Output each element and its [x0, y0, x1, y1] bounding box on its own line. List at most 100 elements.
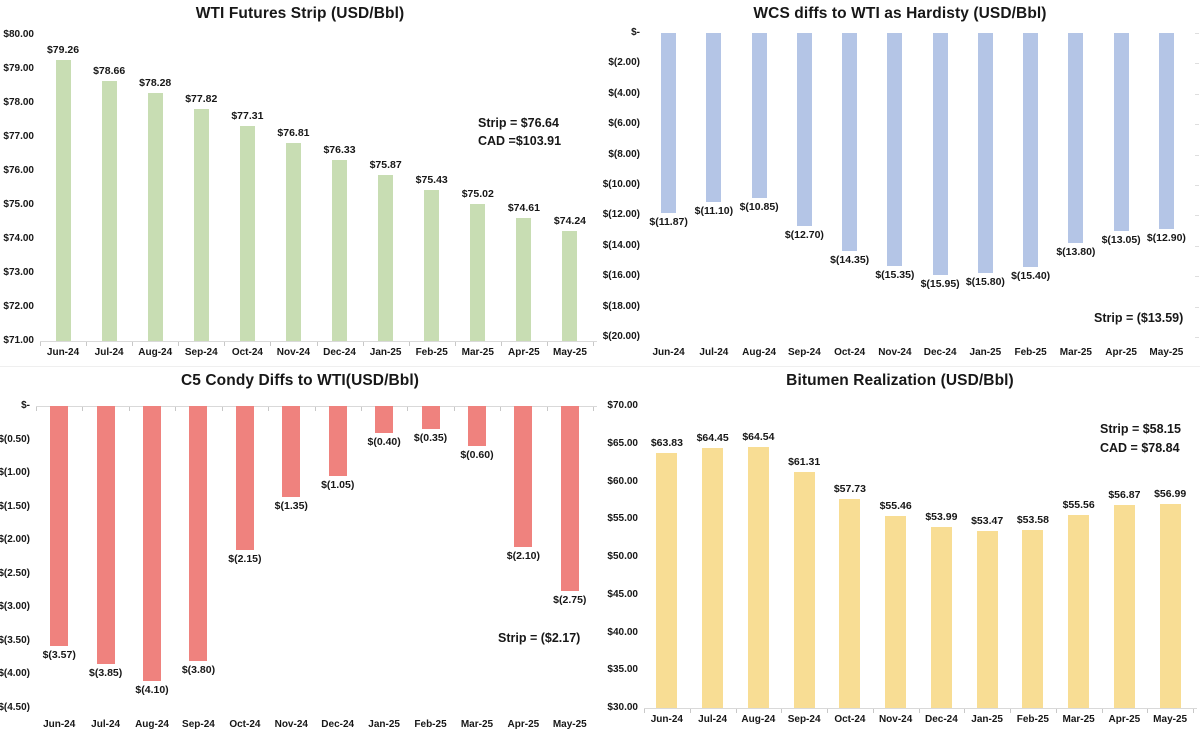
data-bar [1159, 504, 1181, 708]
data-bar [887, 33, 903, 267]
x-axis-tick-label: Jun-24 [43, 719, 76, 730]
y-axis-tick-label: $(6.00) [608, 118, 640, 130]
x-axis-tick-label: Dec-24 [924, 714, 958, 725]
y-axis-tick-label: $(4.50) [0, 702, 30, 713]
x-axis-tick-label: Apr-25 [507, 719, 540, 730]
axis-tick-mark [827, 709, 828, 713]
y-axis-tick-label: $(3.50) [0, 634, 30, 646]
x-axis-tick-label: Sep-24 [182, 719, 215, 730]
bar-value-label: $(13.05) [1101, 234, 1141, 247]
right-axis-tick-mark [1195, 306, 1199, 308]
axis-tick-mark [270, 342, 272, 346]
data-bar [143, 406, 162, 682]
x-axis-tick-label: Aug-24 [742, 347, 777, 358]
y-axis-tick-label: $(1.50) [0, 500, 30, 512]
bar-value-label: $(0.35) [413, 432, 448, 445]
x-axis-tick-label: Nov-24 [276, 347, 311, 358]
x-axis-tick-label: May-25 [553, 347, 587, 358]
x-axis-tick-label: Nov-24 [878, 347, 912, 358]
bar-value-label: $(4.10) [135, 684, 169, 697]
data-bar [328, 406, 347, 477]
x-axis-tick-label: Jul-24 [698, 714, 728, 725]
y-axis-tick-label: $(16.00) [602, 270, 640, 282]
axis-tick-mark [546, 407, 548, 411]
x-axis-tick-label: Apr-25 [508, 347, 540, 358]
bar-value-label: $57.73 [833, 482, 866, 495]
chart-bitumen-realization: Bitumen Realization (USD/Bbl) $70.00 $65.… [600, 366, 1200, 732]
axis-tick-mark [132, 342, 134, 346]
x-axis-tick-label: Dec-24 [321, 719, 355, 730]
y-axis-tick-label: $(3.00) [0, 601, 30, 613]
x-axis-tick-label: Jul-24 [94, 347, 124, 358]
bar-value-label: $74.61 [507, 202, 540, 215]
data-bar [189, 406, 208, 662]
chart-annotation: Strip = $58.15 CAD = $78.84 [1100, 420, 1181, 458]
y-axis-tick-label: $79.00 [3, 63, 34, 74]
bar-value-label: $75.43 [415, 174, 448, 187]
bar-value-label: $(3.85) [88, 667, 123, 680]
axis-tick-mark [86, 342, 88, 346]
y-axis-tick-label: $80.00 [3, 29, 34, 40]
axis-tick-mark [1193, 709, 1194, 713]
bar-value-label: $(1.05) [321, 479, 355, 492]
bar-value-label: $75.02 [461, 188, 494, 201]
chart-annotation: Strip = ($13.59) [1094, 309, 1183, 327]
right-axis-tick-mark [1195, 93, 1199, 95]
bar-value-label: $(15.95) [920, 278, 960, 291]
axis-tick-mark [36, 407, 37, 411]
data-bar [470, 204, 486, 341]
data-bar [842, 33, 858, 252]
y-axis-tick-label: $73.00 [3, 267, 34, 278]
axis-tick-mark [872, 709, 874, 713]
x-axis-tick-label: Sep-24 [787, 714, 821, 725]
x-axis-tick-label: Oct-24 [834, 347, 866, 358]
x-axis-tick-label: Dec-24 [323, 347, 356, 358]
x-axis-tick-label: Jan-25 [369, 347, 402, 358]
bar-value-label: $(10.85) [739, 200, 779, 213]
bar-value-label: $64.45 [696, 431, 729, 444]
axis-tick-mark [128, 407, 130, 411]
axis-tick-mark [500, 407, 502, 411]
bar-value-label: $(11.10) [694, 204, 734, 217]
axis-tick-mark [362, 342, 364, 346]
x-axis-tick-label: Apr-25 [1105, 347, 1137, 358]
axis-tick-mark [546, 342, 548, 346]
y-axis-tick-label: $40.00 [607, 626, 638, 638]
data-bar [193, 109, 209, 341]
chart-plot-area: $80.00 $79.00 $78.00 $77.00 $76.00 $75.00 $74.… [0, 0, 600, 366]
data-bar [516, 218, 532, 341]
right-axis-tick-mark [1195, 63, 1199, 65]
data-bar [239, 126, 255, 341]
y-axis-tick-label: $(18.00) [602, 300, 640, 312]
bar-value-label: $(11.87) [649, 216, 688, 229]
chart-wti-futures-strip: WTI Futures Strip (USD/Bbl) $80.00 $79.00… [0, 0, 600, 366]
y-axis-tick-label: $(8.00) [608, 148, 640, 160]
x-axis-tick-label: Sep-24 [787, 347, 821, 358]
chart-annotation: Strip = $76.64 CAD =$103.91 [478, 114, 561, 150]
chart-plot-area: $- $(0.50) $(1.00) $(1.50) $(2.00) $(2.50) $(3… [0, 367, 600, 732]
x-axis-tick-label: Jul-24 [91, 719, 121, 730]
axis-tick-mark [316, 342, 318, 346]
chart-plot-area: $- $(2.00) $(4.00) $(6.00) $(8.00) $(10.00) $(… [600, 0, 1200, 366]
x-axis-tick-label: Jun-24 [652, 347, 685, 358]
axis-tick-mark [82, 407, 84, 411]
axis-tick-mark [1055, 709, 1057, 713]
axis-tick-mark [314, 407, 316, 411]
x-axis-tick-label: Jun-24 [46, 347, 80, 358]
data-bar [421, 406, 440, 430]
annotation-line: Strip = $76.64 [478, 116, 559, 130]
data-bar [514, 406, 533, 547]
bar-value-label: $(12.70) [784, 229, 824, 242]
bar-value-label: $77.31 [231, 110, 264, 123]
right-axis-tick-mark [1195, 245, 1199, 247]
y-axis-tick-label: $(2.50) [0, 567, 30, 579]
y-axis-tick-label: $70.00 [607, 400, 638, 411]
chart-annotation: Strip = ($2.17) [498, 629, 580, 647]
chart-wcs-diffs-to-wti: WCS diffs to WTI as Hardisty (USD/Bbl) $… [600, 0, 1200, 366]
chart-plot-area: $70.00 $65.00 $60.00 $55.00 $50.00 $45.00 $40.… [600, 367, 1200, 732]
y-axis-tick-label: $(10.00) [602, 179, 640, 190]
data-bar [1113, 33, 1129, 232]
y-axis-tick-label: $- [631, 27, 640, 38]
x-axis-tick-label: Mar-25 [460, 719, 494, 730]
data-bar [656, 452, 678, 708]
